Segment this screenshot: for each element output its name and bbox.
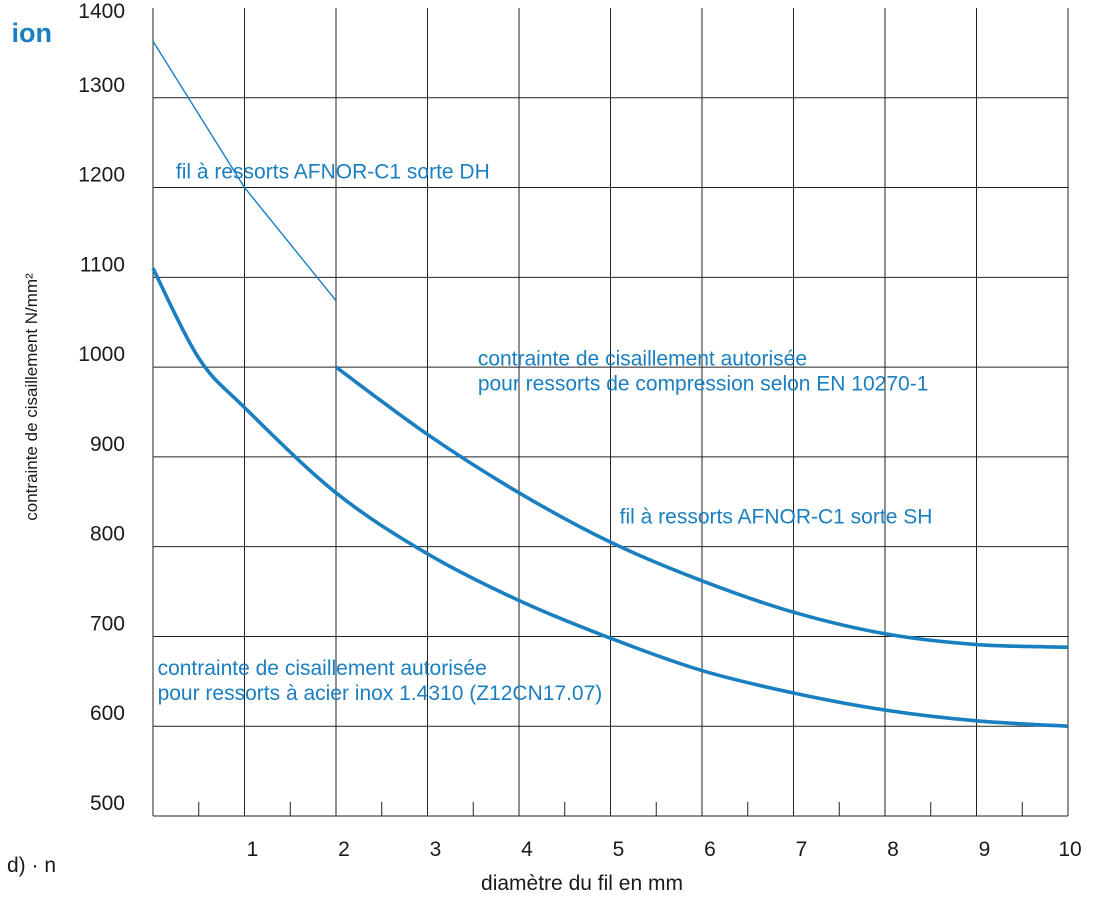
annotation-3-line-1: fil à ressorts AFNOR-C1 sorte SH [620,505,933,528]
x-tick-label: 3 [430,838,442,861]
annotation-4-line-2: pour ressorts à acier inox 1.4310 (Z12CN… [158,682,603,705]
y-tick-label: 1300 [78,74,125,97]
y-tick-label: 1200 [78,164,125,187]
y-tick-label: 800 [90,523,125,546]
cut-formula-fragment: · d) · n [0,854,56,877]
x-tick-label: 7 [796,838,808,861]
y-axis-label: contrainte de cisaillement N/mm² [22,273,41,521]
y-tick-label: 1100 [80,253,125,276]
x-tick-label: 8 [887,838,899,861]
annotation-2-line-2: pour ressorts de compression selon EN 10… [478,372,929,395]
y-tick-label: 1400 [78,0,125,23]
x-axis-label: diamètre du fil en mm [481,872,683,895]
x-tick-label: 10 [1058,838,1081,861]
x-tick-label: 9 [979,838,991,861]
x-tick-label: 5 [613,838,625,861]
annotations: fil à ressorts AFNOR-C1 sorte DH contrain… [158,161,933,705]
series-line-2 [334,365,1069,650]
y-tick-label: 500 [90,792,125,815]
annotation-4-line-1: contrainte de cisaillement autorisée [158,657,487,680]
annotation-1-line-1: fil à ressorts AFNOR-C1 sorte DH [176,161,490,184]
x-tick-label: 4 [521,838,533,861]
series-lines [151,40,1069,729]
series-line-1 [152,40,337,302]
x-tick-label: 6 [704,838,716,861]
cut-heading-fragment: ion [12,18,53,48]
annotation-2-line-1: contrainte de cisaillement autorisée [478,347,807,370]
y-tick-label: 700 [90,612,125,635]
x-axis-ticks: 1 2 3 4 5 6 7 8 9 10 [247,838,1082,861]
y-tick-label: 900 [90,433,125,456]
x-tick-label: 1 [247,838,259,861]
y-tick-label: 1000 [78,343,125,366]
series-line-3 [151,267,1069,729]
y-tick-label: 600 [90,702,125,725]
x-tick-label: 2 [338,838,350,861]
y-axis-ticks: 500 600 700 800 900 1000 1100 1200 1300 1400 [78,0,125,815]
